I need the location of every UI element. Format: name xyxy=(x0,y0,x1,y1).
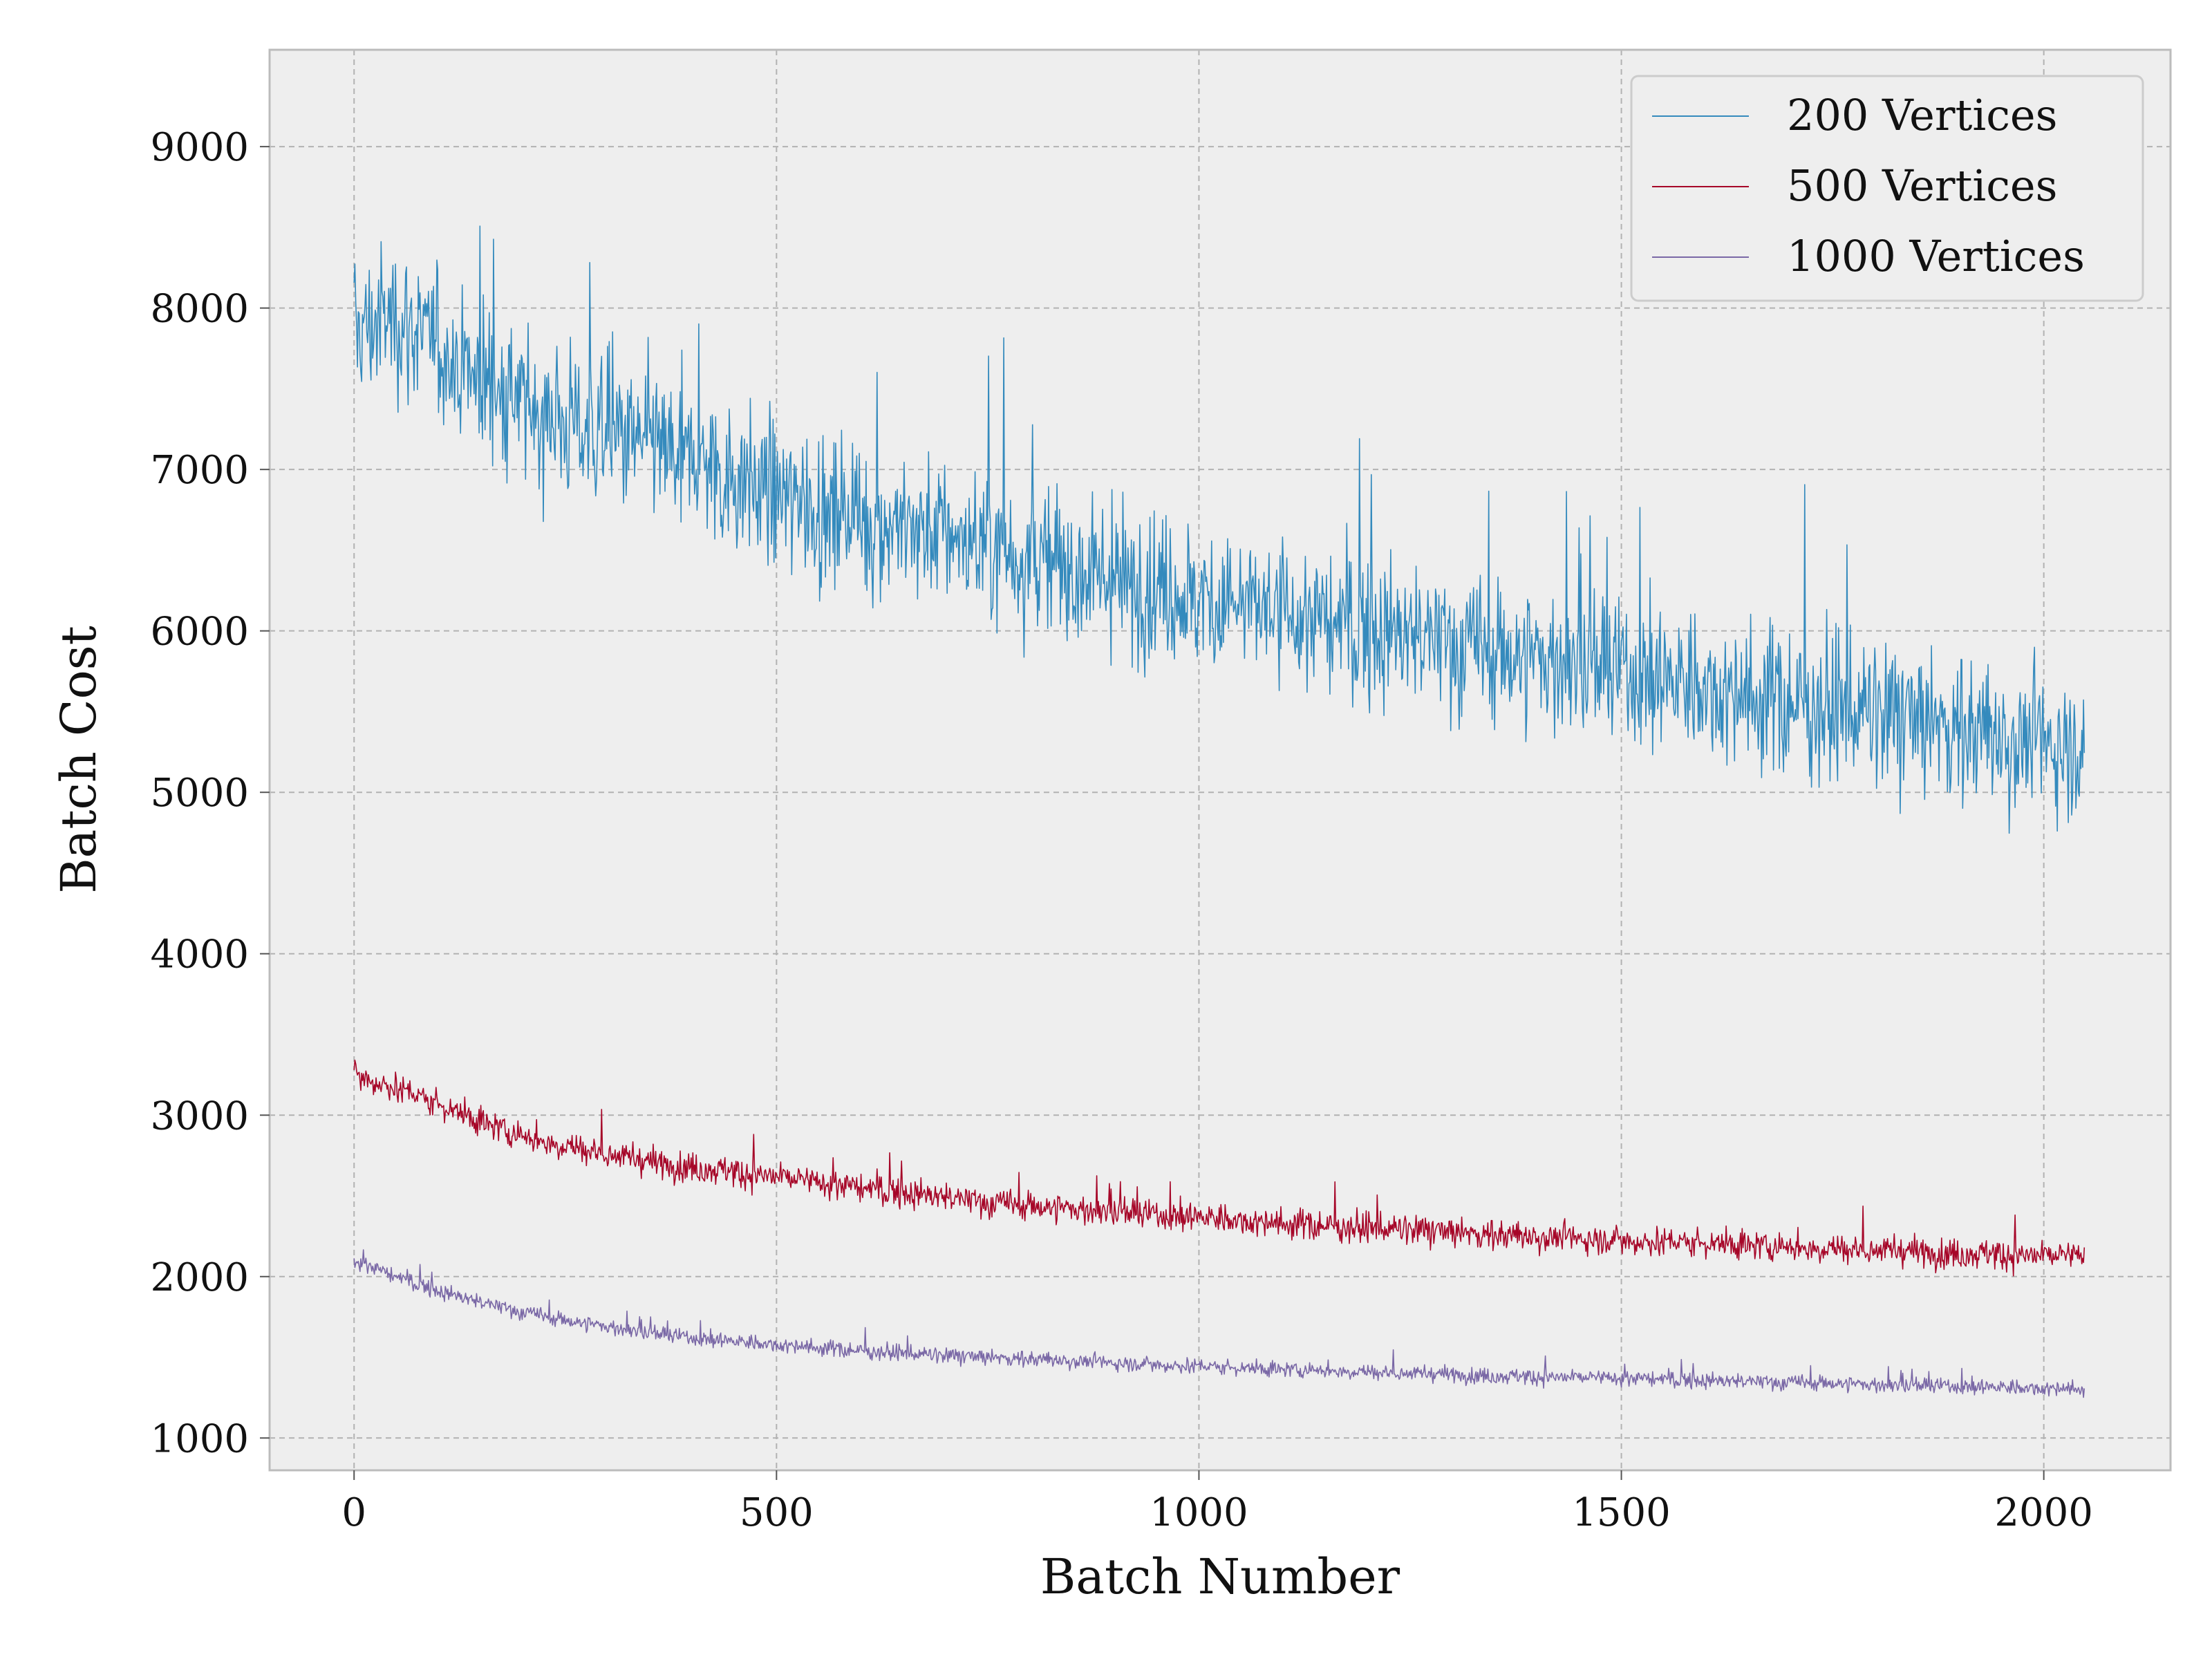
y-tick-label: 3000 xyxy=(150,1094,249,1138)
x-tick-label: 500 xyxy=(740,1490,814,1535)
y-tick-label: 7000 xyxy=(150,448,249,493)
x-tick-label: 0 xyxy=(341,1490,366,1535)
x-axis-title: Batch Number xyxy=(1040,1548,1400,1605)
y-tick-label: 9000 xyxy=(150,125,249,170)
y-tick-label: 6000 xyxy=(150,610,249,655)
y-tick-label: 2000 xyxy=(150,1255,249,1300)
y-tick-label: 5000 xyxy=(150,771,249,816)
y-tick-label: 1000 xyxy=(150,1416,249,1461)
y-tick-label: 4000 xyxy=(150,932,249,977)
legend: 200 Vertices 500 Vertices 1000 Vertices xyxy=(1631,76,2143,301)
legend-label-500-vertices: 500 Vertices xyxy=(1787,160,2057,211)
x-tick-label: 1000 xyxy=(1150,1490,1248,1535)
x-tick-label: 2000 xyxy=(1994,1490,2093,1535)
y-tick-label: 8000 xyxy=(150,287,249,332)
legend-label-1000-vertices: 1000 Vertices xyxy=(1787,231,2085,281)
legend-label-200-vertices: 200 Vertices xyxy=(1787,90,2057,140)
y-axis-title: Batch Cost xyxy=(50,626,107,894)
x-tick-label: 1500 xyxy=(1572,1490,1671,1535)
